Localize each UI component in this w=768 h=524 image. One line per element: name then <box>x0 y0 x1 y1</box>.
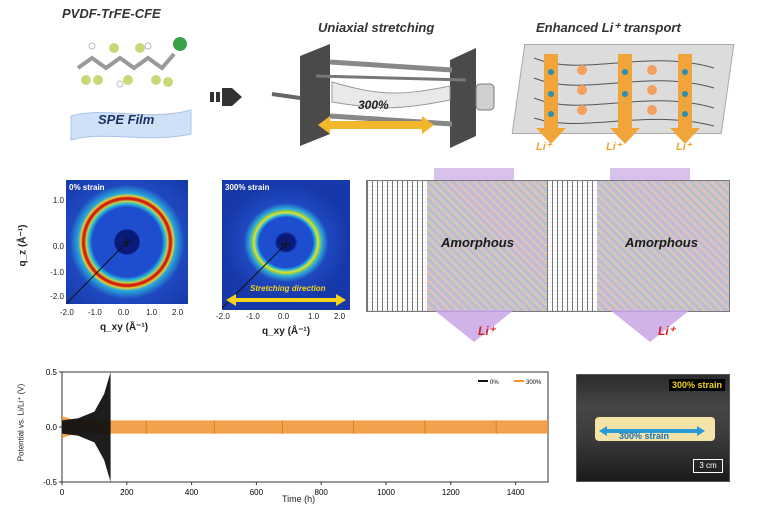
xtick: 2.0 <box>334 312 346 321</box>
series-band <box>62 416 548 438</box>
li-label-2: Li⁺ <box>606 141 622 153</box>
amorphous-label-1: Amorphous <box>441 235 514 250</box>
ytick: 0.0 <box>52 242 64 251</box>
stretching-title: Uniaxial stretching <box>318 20 435 35</box>
stretch-300-arrow <box>318 116 434 134</box>
polymer-title: PVDF-TrFE-CFE <box>62 6 161 21</box>
x-tick-label: 1200 <box>442 488 460 497</box>
amorphous-region-1 <box>427 181 547 311</box>
x-tick-label: 1000 <box>377 488 395 497</box>
scale-bar: 3 cm <box>693 459 723 473</box>
xtick: 1.0 <box>308 312 320 321</box>
li-label-3: Li⁺ <box>676 141 692 153</box>
cycling-chart: 0 200 400 600 800 1000 1200 1400 0.5 0.0 -0.5 0% 300… <box>43 368 549 497</box>
photo-badge: 300% strain <box>668 379 725 391</box>
xtick: 1.0 <box>146 308 158 317</box>
y-tick-label: -0.5 <box>43 478 57 487</box>
xtick: 0.0 <box>278 312 290 321</box>
transport-chains <box>533 54 715 144</box>
li-label-1: Li⁺ <box>536 141 552 153</box>
x-tick-label: 400 <box>185 488 199 497</box>
x-tick-label: 800 <box>315 488 329 497</box>
amorphous-label-2: Amorphous <box>625 235 698 250</box>
chart-xlabel: Time (h) <box>282 494 316 504</box>
series-band <box>62 372 111 482</box>
crystalline-region <box>367 181 427 311</box>
saxs-yticks-0: 1.0 0.0 -1.0 -2.0 <box>44 194 64 304</box>
saxs-panel-1: 300% strain Stretching direction <box>222 180 350 310</box>
photo-film-label: 300% strain <box>619 431 670 441</box>
spe-film-ribbon <box>70 109 192 141</box>
transport-title: Enhanced Li⁺ transport <box>536 20 681 35</box>
li-label-md-1: Li⁺ <box>478 324 495 338</box>
stretching-direction-label: Stretching direction <box>250 284 326 293</box>
saxs-panel-0: 0% strain <box>66 180 188 304</box>
saxs-badge-0: 0% strain <box>69 183 105 192</box>
spe-film-label: SPE Film <box>98 112 155 127</box>
xtick: -1.0 <box>246 312 260 321</box>
legend-label: 0% <box>490 380 499 386</box>
x-tick-label: 600 <box>250 488 264 497</box>
li-flow-arrows <box>434 168 690 342</box>
li-label-md-2: Li⁺ <box>658 324 675 338</box>
xtick: -2.0 <box>216 312 230 321</box>
x-tick-label: 1400 <box>507 488 525 497</box>
ytick: -2.0 <box>50 292 64 301</box>
x-tick-label: 0 <box>60 488 65 497</box>
xtick: 0.0 <box>118 308 130 317</box>
uniaxial-stretcher-device <box>271 44 495 148</box>
y-tick-label: 0.5 <box>46 368 58 377</box>
x-tick-label: 200 <box>120 488 134 497</box>
saxs-xlabel-1: q_xy (Å⁻¹) <box>262 326 311 337</box>
y-tick-label: 0.0 <box>46 423 58 432</box>
xtick: -1.0 <box>88 308 102 317</box>
polymer-molecule <box>76 37 187 88</box>
xtick: -2.0 <box>60 308 74 317</box>
stretch-amount-label: 300% <box>358 98 389 112</box>
ytick: -1.0 <box>50 268 64 277</box>
crystalline-region-2 <box>547 181 597 311</box>
amorphous-region-2 <box>597 181 729 311</box>
saxs-xlabel-0: q_xy (Å⁻¹) <box>100 322 149 333</box>
md-simulation-panel: Amorphous Amorphous <box>366 180 730 312</box>
xtick: 2.0 <box>172 308 184 317</box>
legend-label: 300% <box>526 380 542 386</box>
chart-ylabel: Potential vs. Li/Li⁺ (V) <box>16 383 26 462</box>
saxs-ylabel: q_z (Å⁻¹) <box>17 224 29 267</box>
stretched-film-photo: 300% strain 300% strain 3 cm <box>576 374 730 482</box>
ytick: 1.0 <box>52 196 64 205</box>
process-arrow-icon <box>210 88 242 106</box>
saxs-badge-1: 300% strain <box>225 183 270 192</box>
